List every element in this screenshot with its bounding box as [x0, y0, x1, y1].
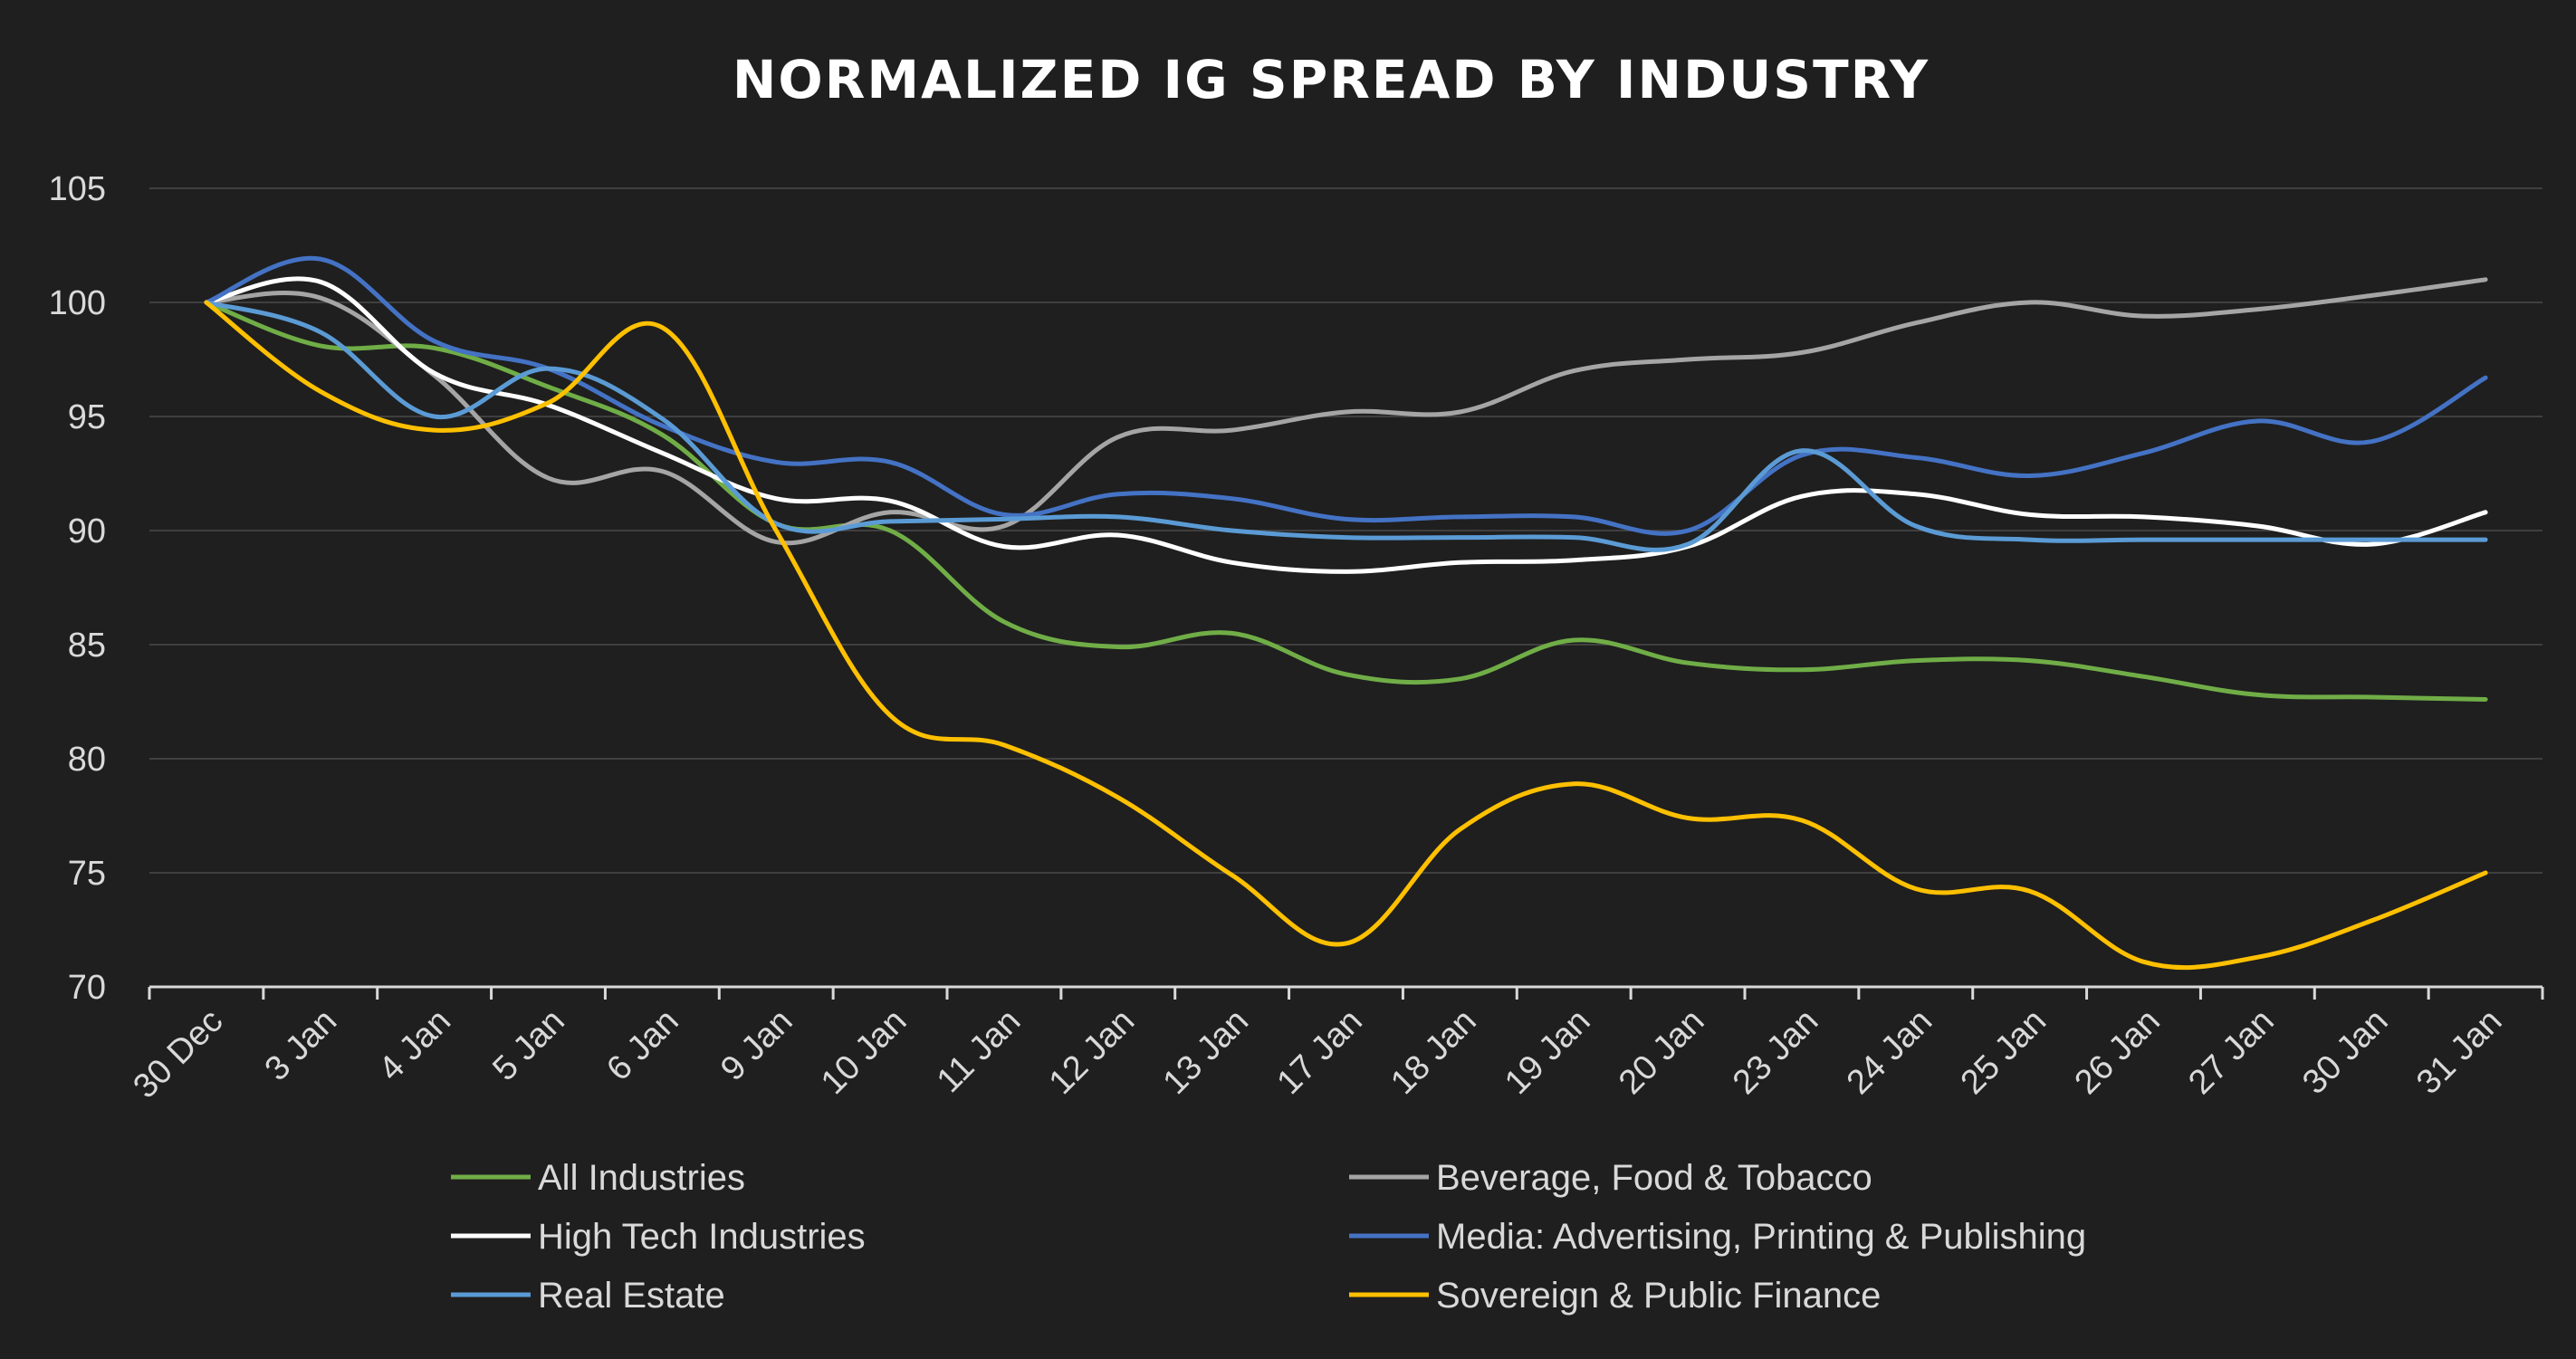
x-tick-label: 20 Jan	[1612, 1002, 1711, 1102]
x-tick-label: 30 Dec	[126, 1002, 230, 1106]
series-line-all-industries	[204, 300, 2488, 702]
x-tick-label: 27 Jan	[2181, 1002, 2281, 1102]
series-line-real-estate	[204, 300, 2488, 552]
series-line-beverage-food-tobacco	[204, 277, 2488, 546]
gridlines	[149, 187, 2542, 874]
legend-label-real-estate: Real Estate	[538, 1276, 725, 1316]
x-tick-label: 3 Jan	[258, 1002, 344, 1088]
series-lines	[204, 255, 2488, 971]
x-tick-label: 26 Jan	[2067, 1002, 2167, 1102]
x-tick-label: 6 Jan	[599, 1002, 685, 1088]
legend-label-high-tech-industries: High Tech Industries	[538, 1217, 866, 1257]
y-tick-label: 80	[68, 741, 106, 779]
x-tick-label: 25 Jan	[1954, 1002, 2054, 1102]
x-tick-label: 5 Jan	[485, 1002, 571, 1088]
y-tick-label: 105	[49, 170, 106, 208]
y-tick-label: 85	[68, 627, 106, 665]
x-axis: 30 Dec 3 Jan 4 Jan 5 Jan 6 Jan 9 Jan 10 Jan 11 …	[126, 985, 2544, 1106]
x-tick-label: 13 Jan	[1156, 1002, 1256, 1102]
x-tick-label: 31 Jan	[2409, 1002, 2509, 1102]
chart-title: NORMALIZED IG SPREAD BY INDUSTRY	[733, 49, 1930, 110]
x-tick-label: 30 Jan	[2295, 1002, 2395, 1102]
x-tick-label: 18 Jan	[1384, 1002, 1483, 1102]
y-tick-label: 90	[68, 512, 106, 550]
x-tick-label: 19 Jan	[1498, 1002, 1597, 1102]
series-line-sovereign-public-finance	[204, 300, 2488, 971]
legend-label-all-industries: All Industries	[538, 1158, 745, 1198]
y-axis: 70 75 80 85 90 95 100 105	[49, 170, 106, 1007]
y-tick-label: 70	[68, 969, 106, 1007]
y-tick-label: 75	[68, 855, 106, 893]
series-line-high-tech-industries	[204, 276, 2488, 574]
x-tick-label: 23 Jan	[1726, 1002, 1825, 1102]
x-tick-label: 11 Jan	[930, 1002, 1028, 1100]
legend-label-sovereign-public-finance: Sovereign & Public Finance	[1436, 1276, 1881, 1316]
x-tick-label: 10 Jan	[814, 1002, 914, 1102]
x-tick-label: 12 Jan	[1042, 1002, 1142, 1102]
legend-label-beverage-food-tobacco: Beverage, Food & Tobacco	[1436, 1158, 1872, 1198]
x-tick-label: 9 Jan	[713, 1002, 800, 1088]
x-tick-label: 4 Jan	[372, 1002, 458, 1088]
legend: All Industries Beverage, Food & Tobacco Hi…	[451, 1158, 2086, 1316]
legend-label-media-advertising-printing-publishing: Media: Advertising, Printing & Publishin…	[1436, 1217, 2086, 1257]
x-tick-label: 17 Jan	[1269, 1002, 1369, 1102]
x-tick-label: 24 Jan	[1840, 1002, 1939, 1102]
y-tick-label: 95	[68, 398, 106, 436]
series-line-media-advertising-printing-publishing	[204, 255, 2488, 536]
y-tick-label: 100	[49, 284, 106, 322]
